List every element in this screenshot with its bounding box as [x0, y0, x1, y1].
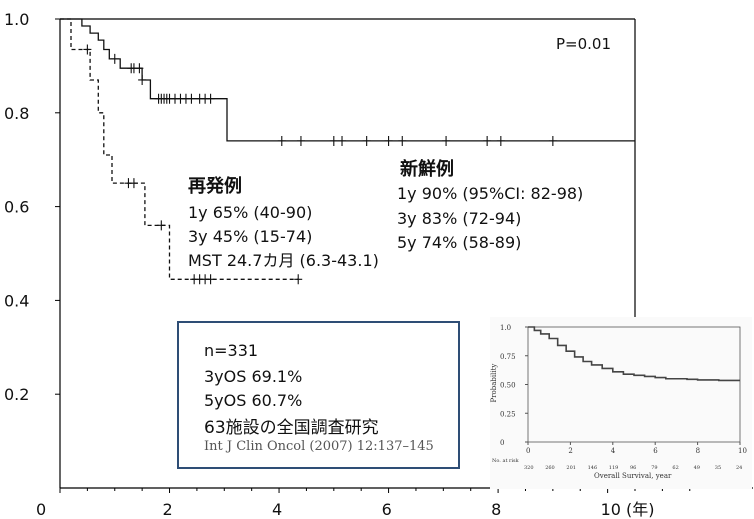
- box-citation: Int J Clin Oncol (2007) 12:137–145: [204, 439, 434, 454]
- box-3yos: 3yOS 69.1%: [204, 367, 303, 386]
- censor-mark: [442, 135, 451, 146]
- inset-x-tick-label: 2: [568, 447, 572, 455]
- censor-mark: [83, 44, 92, 55]
- inset-x-tick-label: 10: [738, 447, 747, 455]
- y-tick-label: 0.8: [4, 104, 29, 123]
- censor-mark: [187, 93, 196, 104]
- fresh-survival-line: [60, 18, 635, 142]
- x-tick-label: 6: [382, 500, 392, 519]
- inset-at-risk-value: 320: [524, 465, 534, 471]
- y-tick-label: 0.4: [4, 291, 29, 310]
- censor-mark: [296, 135, 305, 146]
- censor-mark: [277, 135, 286, 146]
- fresh-3y: 3y 83% (72-94): [397, 209, 522, 228]
- censor-mark: [338, 135, 347, 146]
- x-tick-label: 2: [163, 500, 173, 519]
- box-5yos: 5yOS 60.7%: [204, 391, 303, 410]
- inset-at-risk-value: 49: [694, 465, 700, 471]
- censor-mark: [496, 135, 505, 146]
- inset-x-tick-label: 8: [696, 447, 700, 455]
- inset-x-tick-label: 4: [611, 447, 616, 455]
- censor-mark: [135, 63, 144, 74]
- x-tick-label: 0: [36, 500, 46, 519]
- censor-mark: [157, 220, 166, 231]
- inset-at-risk-value: 24: [736, 465, 742, 471]
- censor-mark: [206, 274, 215, 285]
- censor-mark: [329, 135, 338, 146]
- inset-y-tick-label: 0: [500, 439, 504, 447]
- inset-survival-line: [528, 326, 740, 382]
- inset-y-axis-label: Probability: [490, 364, 498, 403]
- fresh-1y: 1y 90% (95%CI: 82-98): [397, 184, 584, 203]
- censor-mark: [138, 74, 147, 85]
- inset-y-tick-label: 0.25: [500, 410, 516, 418]
- inset-y-tick-label: 1.0: [500, 324, 511, 332]
- inset-at-risk-value: 201: [566, 465, 576, 471]
- censor-mark: [483, 135, 492, 146]
- inset-at-risk-value: 146: [588, 465, 598, 471]
- censor-mark: [294, 274, 303, 285]
- inset-risk-label: No. at risk: [492, 458, 520, 464]
- inset-x-axis-label: Overall Survival, year: [594, 472, 672, 480]
- y-tick-label: 0.6: [4, 198, 29, 217]
- inset-y-tick-label: 0.75: [500, 353, 516, 361]
- fresh-title: 新鮮例: [400, 159, 454, 180]
- censor-mark: [110, 53, 119, 64]
- inset-y-tick-label: 0.50: [500, 382, 516, 390]
- inset-frame: [527, 326, 741, 443]
- censor-mark: [384, 135, 393, 146]
- inset-at-risk-value: 260: [545, 465, 555, 471]
- censor-mark: [206, 93, 215, 104]
- p-value-label: P=0.01: [556, 35, 612, 53]
- censor-mark: [398, 135, 407, 146]
- recurrent-title: 再発例: [188, 176, 242, 197]
- censor-mark: [548, 135, 557, 146]
- fresh-5y: 5y 74% (58-89): [397, 233, 522, 252]
- box-n: n=331: [204, 341, 259, 360]
- censor-mark: [129, 178, 138, 189]
- x-tick-label: 8: [491, 500, 501, 519]
- recurrent-survival-line: [60, 18, 299, 280]
- inset-x-tick-label: 0: [526, 447, 530, 455]
- inset-at-risk-value: 119: [609, 465, 619, 471]
- y-tick-label: 0.2: [4, 385, 29, 404]
- inset-at-risk-value: 62: [672, 465, 678, 471]
- recurrent-mst: MST 24.7カ月 (6.3-43.1): [188, 251, 379, 270]
- x-tick-label: 4: [272, 500, 282, 519]
- box-study: 63施設の全国調査研究: [204, 418, 379, 438]
- inset-at-risk-value: 79: [651, 465, 657, 471]
- x-tick-label: 10 (年): [601, 500, 655, 519]
- inset-at-risk-value: 96: [630, 465, 636, 471]
- study-summary-box: n=331 3yOS 69.1% 5yOS 60.7% 63施設の全国調査研究 …: [177, 321, 460, 469]
- inset-background: [490, 317, 752, 489]
- censor-mark: [362, 135, 371, 146]
- recurrent-3y: 3y 45% (15-74): [188, 227, 313, 246]
- inset-at-risk-value: 35: [715, 465, 721, 471]
- y-tick-label: 1.0: [4, 10, 29, 29]
- recurrent-1y: 1y 65% (40-90): [188, 203, 313, 222]
- inset-x-tick-label: 6: [653, 447, 658, 455]
